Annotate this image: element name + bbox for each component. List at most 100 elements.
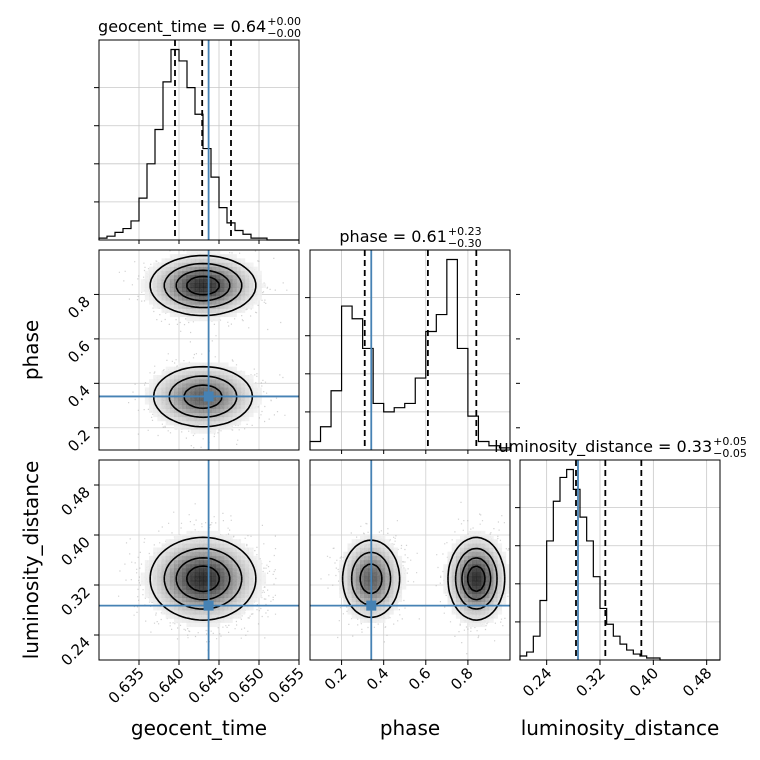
density-cell (253, 597, 258, 603)
density-cell (219, 295, 225, 301)
density-cell (219, 543, 225, 548)
density-cell (224, 400, 229, 405)
density-cell (472, 568, 478, 573)
density-cell (174, 547, 179, 553)
density-cell (236, 379, 242, 384)
density-cell (178, 254, 183, 259)
density-cell (389, 597, 394, 603)
density-cell (249, 605, 254, 611)
density-cell (207, 375, 212, 380)
density-cell (253, 300, 258, 305)
density-cell (249, 291, 254, 297)
density-cell (497, 543, 503, 548)
density-cell (355, 572, 361, 578)
density-cell (207, 420, 212, 426)
density-cell (153, 400, 158, 405)
density-cell (199, 395, 204, 401)
density-cell (468, 580, 473, 586)
density-cell (174, 383, 179, 388)
density-cell (376, 597, 382, 603)
density-cell (364, 568, 369, 573)
density-cell (178, 395, 183, 401)
panel-title-phase: phase = 0.61 +0.23−0.30 (339, 225, 481, 250)
density-cell (232, 404, 237, 409)
density-cell (244, 395, 250, 401)
density-cell (153, 547, 158, 553)
density-cell (194, 416, 200, 422)
density-cell (489, 539, 494, 544)
density-cell (228, 295, 233, 301)
density-cell (211, 316, 217, 322)
density-cell (497, 572, 503, 578)
x-tick-label-luminosity_distance: 0.32 (572, 664, 608, 700)
density-cell (182, 291, 187, 297)
density-cell (194, 585, 200, 590)
density-cell (451, 547, 457, 553)
density-cell (240, 375, 246, 380)
density-cell (360, 564, 365, 569)
density-cell (215, 564, 221, 569)
density-cell (157, 404, 162, 409)
density-cell (360, 593, 365, 598)
density-cell (199, 391, 204, 397)
density-cell (476, 610, 482, 615)
density-cell (203, 316, 208, 322)
density-cell (149, 572, 154, 578)
panel-content (99, 250, 299, 450)
density-cell (199, 279, 204, 284)
density-cell (468, 593, 473, 598)
density-cell (480, 539, 486, 544)
density-cell (385, 576, 390, 582)
density-cell (489, 535, 494, 540)
density-cell (451, 580, 457, 586)
density-cell (236, 576, 242, 582)
density-cell (207, 576, 212, 582)
density-cell (219, 370, 225, 376)
density-cell (194, 283, 200, 288)
density-cell (360, 610, 365, 615)
density-cell (190, 370, 196, 376)
density-cell (464, 535, 469, 540)
density-cell (232, 597, 237, 603)
density-cell (480, 543, 486, 548)
density-cell (372, 610, 378, 615)
density-cell (480, 530, 486, 536)
density-cell (497, 593, 503, 598)
density-cell (351, 585, 357, 590)
density-cell (389, 580, 394, 586)
density-cell (485, 547, 490, 553)
density-cell (485, 605, 490, 611)
density-cell (178, 383, 183, 388)
density-cell (480, 597, 486, 603)
density-cell (161, 597, 167, 603)
density-cell (376, 618, 382, 623)
density-cell (203, 585, 208, 590)
density-cell (244, 400, 250, 405)
density-cell (351, 610, 357, 615)
density-cell (228, 420, 233, 426)
density-cell (385, 568, 390, 573)
density-cell (149, 387, 154, 393)
density-cell (501, 555, 507, 561)
density-cell (372, 593, 378, 598)
density-cell (240, 560, 246, 565)
density-cell (186, 610, 192, 615)
density-cell (211, 279, 217, 284)
density-cell (257, 589, 262, 594)
density-cell (211, 379, 217, 384)
density-cell (351, 580, 357, 586)
density-cell (144, 287, 150, 293)
density-cell (219, 425, 225, 430)
density-cell (161, 395, 167, 401)
density-cell (244, 597, 250, 603)
density-cell (385, 585, 390, 590)
density-cell (339, 564, 344, 569)
density-cell (460, 560, 465, 565)
density-cell (211, 395, 217, 401)
density-cell (485, 610, 490, 615)
density-cell (472, 547, 478, 553)
density-cell (364, 572, 369, 578)
density-cell (169, 580, 175, 586)
density-cell (199, 270, 204, 276)
density-cell (232, 391, 237, 397)
